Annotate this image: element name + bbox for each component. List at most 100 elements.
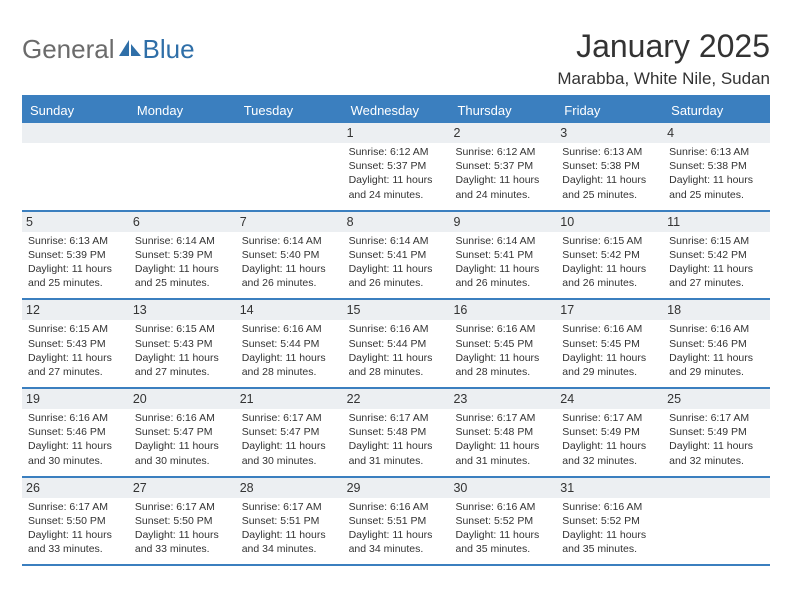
day-number: 7 — [236, 212, 343, 232]
day-details: Sunrise: 6:14 AMSunset: 5:41 PMDaylight:… — [349, 234, 444, 291]
day-cell: 5Sunrise: 6:13 AMSunset: 5:39 PMDaylight… — [22, 212, 129, 299]
day-number-empty — [663, 478, 770, 498]
day-cell: 24Sunrise: 6:17 AMSunset: 5:49 PMDayligh… — [556, 389, 663, 476]
week-row: 5Sunrise: 6:13 AMSunset: 5:39 PMDaylight… — [22, 212, 770, 301]
day-details: Sunrise: 6:15 AMSunset: 5:42 PMDaylight:… — [669, 234, 764, 291]
day-number: 17 — [556, 300, 663, 320]
day-details: Sunrise: 6:13 AMSunset: 5:39 PMDaylight:… — [28, 234, 123, 291]
day-details: Sunrise: 6:14 AMSunset: 5:39 PMDaylight:… — [135, 234, 230, 291]
day-number: 10 — [556, 212, 663, 232]
day-details: Sunrise: 6:17 AMSunset: 5:50 PMDaylight:… — [28, 500, 123, 557]
weeks-container: 1Sunrise: 6:12 AMSunset: 5:37 PMDaylight… — [22, 123, 770, 566]
day-details: Sunrise: 6:13 AMSunset: 5:38 PMDaylight:… — [669, 145, 764, 202]
day-cell: 18Sunrise: 6:16 AMSunset: 5:46 PMDayligh… — [663, 300, 770, 387]
day-details: Sunrise: 6:17 AMSunset: 5:49 PMDaylight:… — [669, 411, 764, 468]
weekday-header: Monday — [129, 97, 236, 123]
day-cell: 26Sunrise: 6:17 AMSunset: 5:50 PMDayligh… — [22, 478, 129, 565]
day-cell: 16Sunrise: 6:16 AMSunset: 5:45 PMDayligh… — [449, 300, 556, 387]
week-row: 26Sunrise: 6:17 AMSunset: 5:50 PMDayligh… — [22, 478, 770, 567]
header-row: General Blue January 2025 Marabba, White… — [22, 28, 770, 89]
day-details: Sunrise: 6:14 AMSunset: 5:40 PMDaylight:… — [242, 234, 337, 291]
day-number: 14 — [236, 300, 343, 320]
day-cell: 10Sunrise: 6:15 AMSunset: 5:42 PMDayligh… — [556, 212, 663, 299]
day-number: 19 — [22, 389, 129, 409]
day-details: Sunrise: 6:14 AMSunset: 5:41 PMDaylight:… — [455, 234, 550, 291]
weekday-header: Saturday — [663, 97, 770, 123]
day-number: 15 — [343, 300, 450, 320]
day-number: 16 — [449, 300, 556, 320]
day-number: 27 — [129, 478, 236, 498]
day-cell: 7Sunrise: 6:14 AMSunset: 5:40 PMDaylight… — [236, 212, 343, 299]
day-details: Sunrise: 6:16 AMSunset: 5:47 PMDaylight:… — [135, 411, 230, 468]
day-details: Sunrise: 6:17 AMSunset: 5:49 PMDaylight:… — [562, 411, 657, 468]
weekday-header: Sunday — [22, 97, 129, 123]
day-number: 22 — [343, 389, 450, 409]
day-number: 28 — [236, 478, 343, 498]
day-number: 4 — [663, 123, 770, 143]
day-cell: 29Sunrise: 6:16 AMSunset: 5:51 PMDayligh… — [343, 478, 450, 565]
day-details: Sunrise: 6:17 AMSunset: 5:48 PMDaylight:… — [455, 411, 550, 468]
day-details: Sunrise: 6:16 AMSunset: 5:46 PMDaylight:… — [28, 411, 123, 468]
weekday-header: Friday — [556, 97, 663, 123]
day-cell: 2Sunrise: 6:12 AMSunset: 5:37 PMDaylight… — [449, 123, 556, 210]
day-cell: 20Sunrise: 6:16 AMSunset: 5:47 PMDayligh… — [129, 389, 236, 476]
day-number: 29 — [343, 478, 450, 498]
day-cell: 17Sunrise: 6:16 AMSunset: 5:45 PMDayligh… — [556, 300, 663, 387]
day-cell: 30Sunrise: 6:16 AMSunset: 5:52 PMDayligh… — [449, 478, 556, 565]
day-number: 2 — [449, 123, 556, 143]
weekday-header: Tuesday — [236, 97, 343, 123]
day-cell: 28Sunrise: 6:17 AMSunset: 5:51 PMDayligh… — [236, 478, 343, 565]
day-cell: 15Sunrise: 6:16 AMSunset: 5:44 PMDayligh… — [343, 300, 450, 387]
day-cell — [22, 123, 129, 210]
day-number: 8 — [343, 212, 450, 232]
day-number: 11 — [663, 212, 770, 232]
day-cell: 8Sunrise: 6:14 AMSunset: 5:41 PMDaylight… — [343, 212, 450, 299]
day-number: 20 — [129, 389, 236, 409]
day-details: Sunrise: 6:12 AMSunset: 5:37 PMDaylight:… — [349, 145, 444, 202]
calendar-page: General Blue January 2025 Marabba, White… — [0, 0, 792, 566]
day-number: 12 — [22, 300, 129, 320]
day-cell: 6Sunrise: 6:14 AMSunset: 5:39 PMDaylight… — [129, 212, 236, 299]
weekday-header: Thursday — [449, 97, 556, 123]
day-cell: 14Sunrise: 6:16 AMSunset: 5:44 PMDayligh… — [236, 300, 343, 387]
day-details: Sunrise: 6:16 AMSunset: 5:44 PMDaylight:… — [349, 322, 444, 379]
day-cell: 13Sunrise: 6:15 AMSunset: 5:43 PMDayligh… — [129, 300, 236, 387]
day-cell: 3Sunrise: 6:13 AMSunset: 5:38 PMDaylight… — [556, 123, 663, 210]
week-row: 19Sunrise: 6:16 AMSunset: 5:46 PMDayligh… — [22, 389, 770, 478]
day-details: Sunrise: 6:16 AMSunset: 5:45 PMDaylight:… — [455, 322, 550, 379]
calendar: SundayMondayTuesdayWednesdayThursdayFrid… — [22, 95, 770, 566]
day-details: Sunrise: 6:12 AMSunset: 5:37 PMDaylight:… — [455, 145, 550, 202]
day-details: Sunrise: 6:17 AMSunset: 5:47 PMDaylight:… — [242, 411, 337, 468]
day-number-empty — [236, 123, 343, 143]
weekday-header: Wednesday — [343, 97, 450, 123]
day-cell: 11Sunrise: 6:15 AMSunset: 5:42 PMDayligh… — [663, 212, 770, 299]
day-cell: 27Sunrise: 6:17 AMSunset: 5:50 PMDayligh… — [129, 478, 236, 565]
day-cell: 4Sunrise: 6:13 AMSunset: 5:38 PMDaylight… — [663, 123, 770, 210]
location: Marabba, White Nile, Sudan — [557, 69, 770, 89]
day-details: Sunrise: 6:16 AMSunset: 5:51 PMDaylight:… — [349, 500, 444, 557]
day-details: Sunrise: 6:17 AMSunset: 5:48 PMDaylight:… — [349, 411, 444, 468]
day-number: 5 — [22, 212, 129, 232]
day-details: Sunrise: 6:15 AMSunset: 5:43 PMDaylight:… — [135, 322, 230, 379]
day-cell: 31Sunrise: 6:16 AMSunset: 5:52 PMDayligh… — [556, 478, 663, 565]
weekday-row: SundayMondayTuesdayWednesdayThursdayFrid… — [22, 97, 770, 123]
day-details: Sunrise: 6:16 AMSunset: 5:45 PMDaylight:… — [562, 322, 657, 379]
day-number: 6 — [129, 212, 236, 232]
week-row: 12Sunrise: 6:15 AMSunset: 5:43 PMDayligh… — [22, 300, 770, 389]
day-cell — [663, 478, 770, 565]
day-details: Sunrise: 6:15 AMSunset: 5:43 PMDaylight:… — [28, 322, 123, 379]
day-details: Sunrise: 6:15 AMSunset: 5:42 PMDaylight:… — [562, 234, 657, 291]
day-details: Sunrise: 6:16 AMSunset: 5:46 PMDaylight:… — [669, 322, 764, 379]
day-details: Sunrise: 6:17 AMSunset: 5:51 PMDaylight:… — [242, 500, 337, 557]
sail-icon — [119, 38, 141, 56]
day-details: Sunrise: 6:13 AMSunset: 5:38 PMDaylight:… — [562, 145, 657, 202]
day-number-empty — [22, 123, 129, 143]
day-cell — [129, 123, 236, 210]
day-number: 9 — [449, 212, 556, 232]
day-number: 3 — [556, 123, 663, 143]
day-number: 1 — [343, 123, 450, 143]
day-number: 25 — [663, 389, 770, 409]
day-cell — [236, 123, 343, 210]
day-number: 21 — [236, 389, 343, 409]
day-number: 24 — [556, 389, 663, 409]
